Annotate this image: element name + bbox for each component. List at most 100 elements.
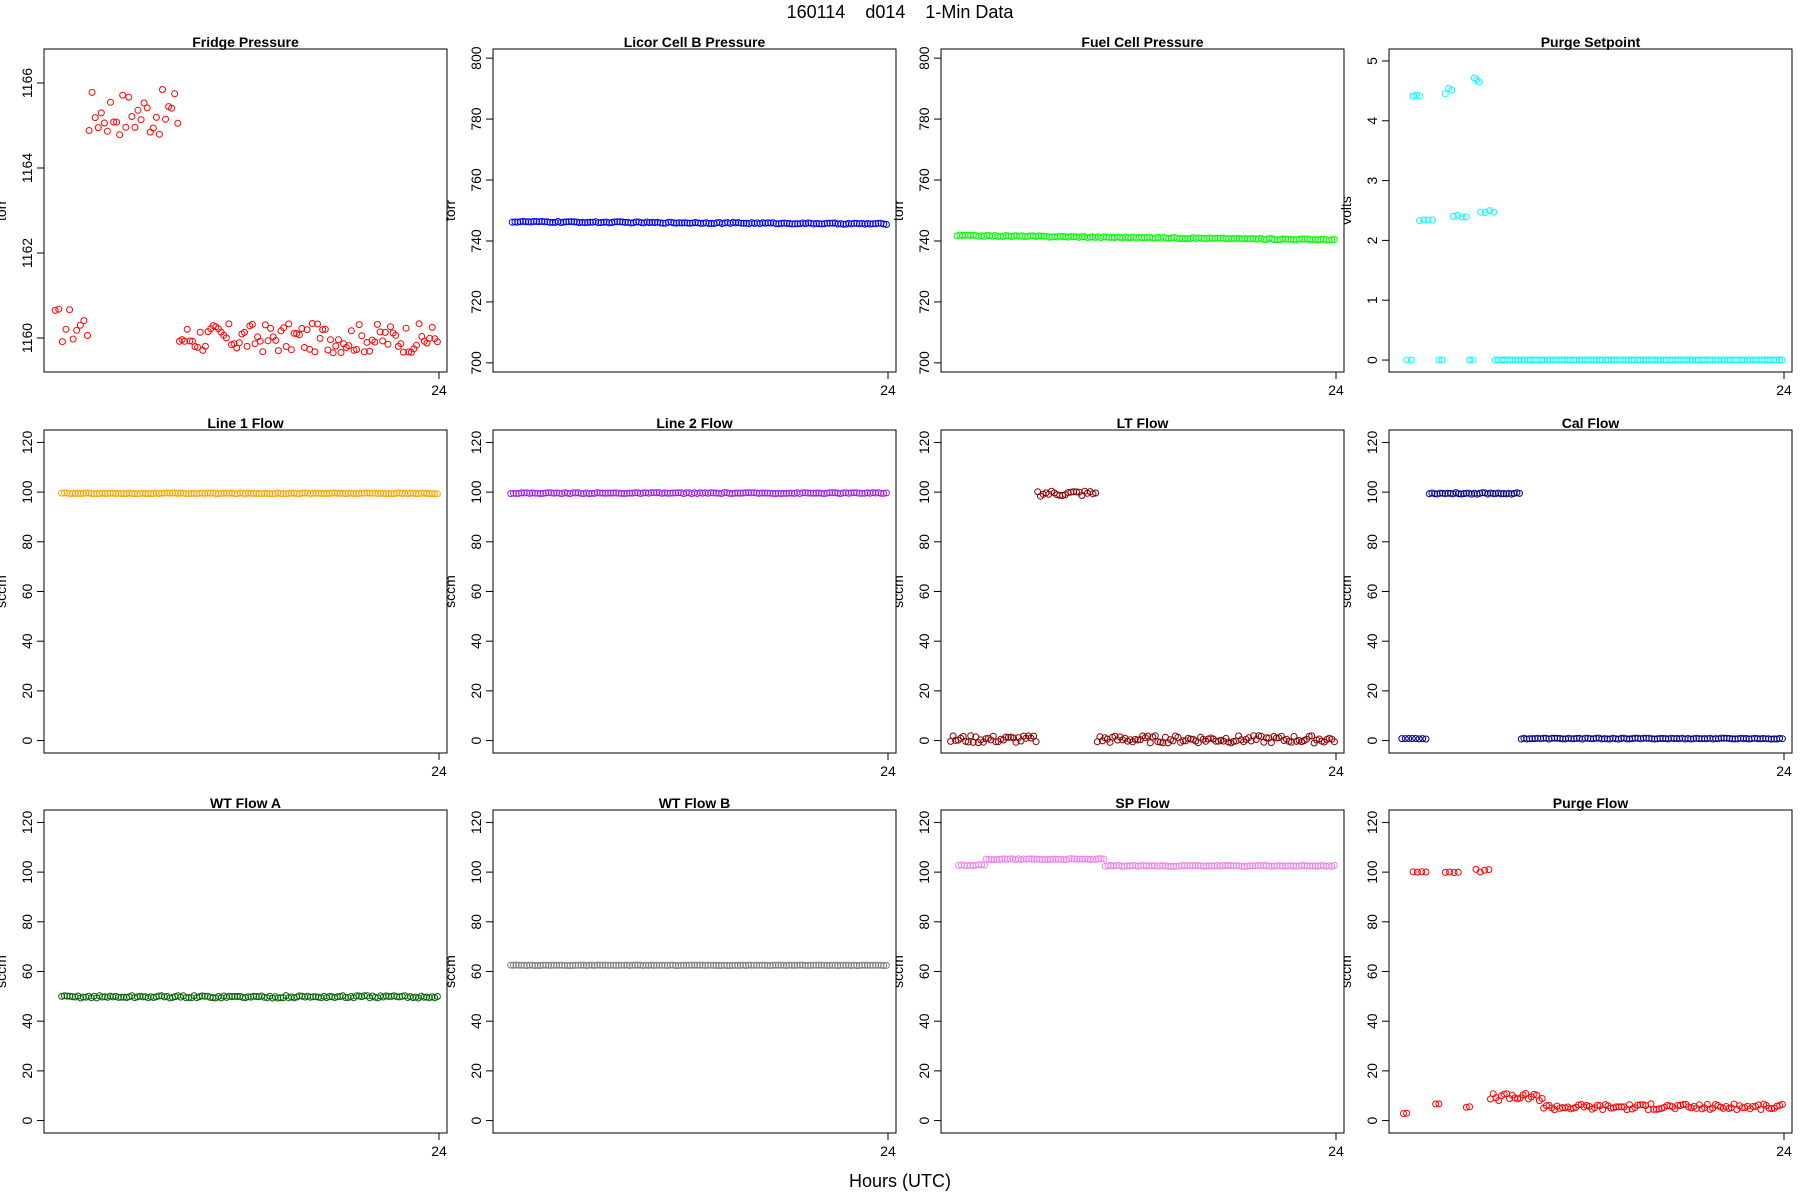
data-point-line-2-flow xyxy=(520,489,528,497)
data-point-wt-flow-b xyxy=(672,962,680,969)
data-point-sp-flow xyxy=(1140,862,1148,869)
data-point-licor-cell-b-pressure xyxy=(707,219,715,227)
data-point-licor-cell-b-pressure xyxy=(600,218,608,226)
data-point-licor-cell-b-pressure xyxy=(697,219,705,227)
data-point-fridge-pressure xyxy=(225,320,233,328)
data-point-line-2-flow xyxy=(761,489,769,497)
y-tick-label-line-2-flow: 120 xyxy=(468,431,484,455)
data-point-purge-setpoint xyxy=(1454,211,1462,219)
data-point-sp-flow xyxy=(1121,862,1128,870)
data-point-fridge-pressure xyxy=(76,321,84,329)
y-tick-label-wt-flow-a: 80 xyxy=(19,914,35,930)
y-axis-label-fuel-cell-pressure: torr xyxy=(890,200,906,221)
data-point-fuel-cell-pressure xyxy=(997,232,1004,240)
data-point-fuel-cell-pressure xyxy=(1214,234,1222,242)
plot-frame-lt-flow xyxy=(940,429,1345,754)
data-point-fridge-pressure xyxy=(347,327,355,335)
data-point-cal-flow xyxy=(1516,489,1523,497)
data-point-line-1-flow xyxy=(187,489,195,497)
data-point-line-2-flow xyxy=(539,489,547,497)
data-point-wt-flow-b xyxy=(869,961,877,969)
data-point-line-1-flow xyxy=(179,489,187,497)
data-point-wt-flow-b xyxy=(550,961,558,969)
data-point-fuel-cell-pressure xyxy=(1032,233,1040,240)
data-point-licor-cell-b-pressure xyxy=(796,220,804,228)
y-tick-label-licor-cell-b-pressure: 760 xyxy=(468,168,484,192)
data-point-line-2-flow xyxy=(577,489,585,497)
data-point-fuel-cell-pressure xyxy=(964,231,972,239)
data-point-fridge-pressure xyxy=(125,93,133,101)
data-point-wt-flow-b xyxy=(831,961,839,969)
y-tick-label-wt-flow-b: 40 xyxy=(468,1013,484,1029)
data-point-purge-setpoint xyxy=(1441,90,1449,98)
y-tick-label-line-2-flow: 80 xyxy=(468,534,484,550)
data-point-line-2-flow xyxy=(736,489,744,497)
data-point-wt-flow-a xyxy=(433,993,441,1000)
data-point-line-2-flow xyxy=(672,489,680,497)
data-point-sp-flow xyxy=(1202,862,1210,870)
data-point-fridge-pressure xyxy=(332,342,340,350)
data-point-line-1-flow xyxy=(58,489,66,497)
data-point-licor-cell-b-pressure xyxy=(705,220,713,227)
data-point-lt-flow xyxy=(1288,738,1295,746)
data-point-fuel-cell-pressure xyxy=(994,233,1002,240)
data-point-sp-flow xyxy=(1295,862,1303,870)
plot-frame-purge-setpoint xyxy=(1388,48,1793,373)
data-point-wt-flow-b xyxy=(577,961,585,969)
data-point-line-2-flow xyxy=(831,489,839,497)
data-point-licor-cell-b-pressure xyxy=(850,219,858,227)
y-tick-label-purge-setpoint: 1 xyxy=(1364,296,1380,304)
y-tick-label-purge-setpoint: 4 xyxy=(1364,117,1380,125)
data-point-line-2-flow xyxy=(874,489,882,497)
data-point-purge-flow xyxy=(1418,868,1426,876)
data-point-line-2-flow xyxy=(788,489,796,497)
data-point-line-2-flow xyxy=(842,489,850,497)
data-point-wt-flow-b xyxy=(677,961,685,969)
data-point-fuel-cell-pressure xyxy=(1016,232,1023,240)
data-point-line-1-flow xyxy=(352,489,360,497)
data-point-line-1-flow xyxy=(428,490,436,498)
data-point-fridge-pressure xyxy=(122,123,130,131)
data-point-fridge-pressure xyxy=(426,334,434,342)
panel-sp-flow: SP Flow sccm 0 20 40 60 80 100 120 24 xyxy=(890,795,1345,1159)
data-point-cal-flow xyxy=(1478,489,1486,497)
data-point-line-2-flow xyxy=(880,489,888,497)
data-point-wt-flow-a xyxy=(117,993,125,1001)
data-point-line-1-flow xyxy=(355,490,363,498)
y-axis-label-cal-flow: sccm xyxy=(1338,575,1354,608)
data-point-cal-flow xyxy=(1422,735,1430,743)
data-point-wt-flow-b xyxy=(842,961,850,969)
data-point-fuel-cell-pressure xyxy=(1328,236,1336,244)
data-point-line-2-flow xyxy=(534,489,542,497)
y-tick-label-line-2-flow: 60 xyxy=(468,584,484,600)
data-point-fridge-pressure xyxy=(88,88,96,96)
data-point-line-1-flow xyxy=(360,489,368,497)
y-tick-label-cal-flow: 40 xyxy=(1364,633,1380,649)
data-point-purge-flow xyxy=(1778,1100,1786,1108)
data-point-line-1-flow xyxy=(277,490,285,498)
data-point-line-1-flow xyxy=(374,490,382,497)
y-tick-label-sp-flow: 80 xyxy=(916,914,932,930)
data-point-line-1-flow xyxy=(69,489,76,497)
data-point-line-1-flow xyxy=(320,490,328,497)
data-point-line-1-flow xyxy=(339,489,347,497)
data-point-fridge-pressure xyxy=(100,119,108,127)
data-point-cal-flow xyxy=(1408,735,1416,742)
data-point-line-1-flow xyxy=(152,489,160,497)
data-point-line-1-flow xyxy=(385,490,393,498)
data-point-licor-cell-b-pressure xyxy=(788,220,796,228)
data-point-wt-flow-b xyxy=(658,961,666,969)
data-point-wt-flow-a xyxy=(393,993,401,1001)
data-point-lt-flow xyxy=(972,733,980,741)
data-point-sp-flow xyxy=(1025,855,1033,863)
data-point-fridge-pressure xyxy=(119,91,127,99)
data-point-wt-flow-b xyxy=(688,961,696,969)
data-point-sp-flow xyxy=(1065,855,1073,863)
data-point-wt-flow-b xyxy=(526,961,534,969)
data-point-wt-flow-b xyxy=(518,961,525,969)
data-point-wt-flow-b xyxy=(796,961,804,969)
data-point-fuel-cell-pressure xyxy=(978,232,985,240)
y-tick-label-licor-cell-b-pressure: 780 xyxy=(468,107,484,131)
data-point-wt-flow-b xyxy=(858,961,866,969)
y-tick-label-purge-flow: 80 xyxy=(1364,914,1380,930)
